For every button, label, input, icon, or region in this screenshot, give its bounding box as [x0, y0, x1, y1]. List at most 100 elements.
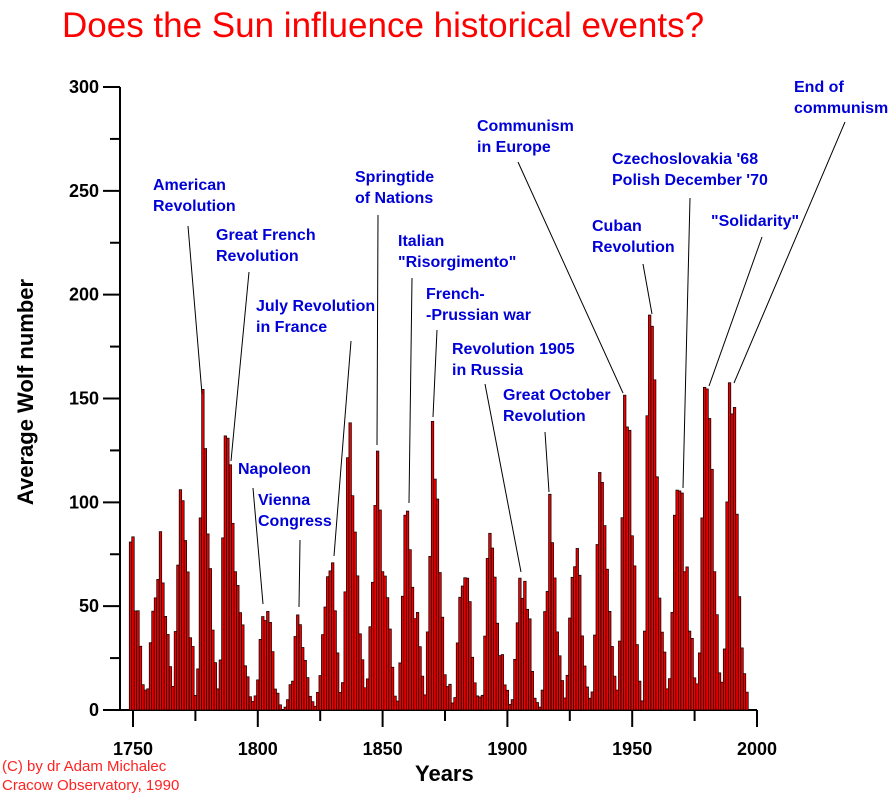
bar-1831	[333, 610, 337, 711]
bar-1985	[717, 672, 722, 711]
bar-1812	[286, 699, 290, 711]
bar-1753	[138, 645, 143, 711]
annotation-line: American	[153, 177, 226, 194]
bar-1757	[148, 642, 153, 711]
bar-1807	[273, 688, 277, 711]
bar-1817	[298, 624, 302, 711]
bar-1869	[428, 555, 432, 711]
bar-1942	[610, 646, 614, 711]
bar-1796	[246, 676, 250, 711]
bar-1996	[745, 691, 749, 711]
bar-1808	[276, 692, 280, 711]
bar-1785	[218, 659, 222, 711]
bar-1910	[530, 671, 534, 711]
bar-1819	[303, 660, 307, 711]
bar-1940	[605, 568, 609, 711]
bar-1949	[628, 429, 632, 711]
annotation-leader-july-revolution-in-france	[333, 340, 352, 557]
annotation-line: Springtide	[355, 169, 435, 186]
bar-1752	[136, 610, 140, 711]
bar-1933	[588, 697, 592, 711]
y-tick-label-200: 200	[69, 285, 99, 305]
bar-1816	[296, 614, 300, 711]
bar-1829	[328, 570, 332, 711]
bar-1945	[618, 640, 622, 711]
bar-1928	[575, 548, 579, 711]
bar-1934	[590, 691, 594, 711]
annotation-line: Polish December '70	[612, 172, 768, 189]
bar-1795	[243, 665, 247, 711]
annotation-communism-in-europe: Communism in Europe	[477, 116, 574, 158]
annotation-line: Cuban	[592, 218, 642, 235]
bar-1779	[203, 448, 207, 711]
bar-1832	[336, 652, 340, 711]
bar-1828	[326, 576, 330, 711]
bar-1784	[216, 688, 220, 711]
x-tick-label-1950: 1950	[612, 739, 652, 759]
bar-1965	[668, 678, 672, 711]
bar-1903	[513, 658, 517, 711]
bar-1964	[665, 688, 669, 711]
bar-1841	[358, 633, 362, 711]
bar-1988	[725, 501, 729, 711]
bar-1791	[233, 571, 237, 711]
bar-1800	[256, 679, 260, 711]
annotation-end-of-communism: End of communism	[794, 77, 888, 119]
bar-1889	[478, 696, 482, 711]
bar-1874	[440, 616, 445, 711]
x-tick-label-1900: 1900	[487, 739, 527, 759]
bar-1994	[740, 647, 744, 711]
page-title: Does the Sun influence historical events…	[62, 6, 705, 45]
bar-1906	[520, 597, 524, 711]
bar-1995	[742, 673, 747, 711]
bar-1768	[176, 564, 180, 711]
annotation-french-prussian-war: French- -Prussian war	[426, 284, 531, 326]
bar-1901	[508, 704, 512, 711]
bar-1792	[236, 585, 240, 711]
bar-1966	[670, 612, 674, 711]
bar-1909	[528, 618, 532, 711]
bar-1962	[660, 631, 664, 711]
bar-1898	[500, 654, 505, 711]
bar-1895	[493, 576, 497, 711]
bar-1797	[248, 696, 252, 711]
bar-1783	[213, 662, 217, 711]
bar-1773	[188, 637, 193, 711]
bar-1921	[558, 655, 562, 711]
bar-1939	[603, 525, 607, 711]
bar-1897	[498, 655, 502, 711]
bar-1758	[151, 610, 155, 711]
annotation-leader-vienna-congress	[298, 539, 301, 608]
annotation-american-revolution: American Revolution	[153, 175, 236, 217]
annotation-revolution-1905-in-russia: Revolution 1905 in Russia	[452, 339, 575, 381]
bar-1834	[341, 682, 345, 711]
bar-1838	[351, 495, 355, 711]
bar-1881	[458, 596, 462, 711]
bar-1916	[545, 591, 549, 711]
bar-1823	[313, 705, 317, 711]
x-tick-label-1850: 1850	[363, 739, 403, 759]
bar-1786	[221, 537, 225, 711]
bar-1952	[635, 644, 639, 711]
bar-1830	[331, 562, 335, 711]
bar-1946	[620, 517, 624, 711]
bar-1836	[346, 457, 350, 711]
bar-1880	[455, 642, 460, 711]
annotation-line: -Prussian war	[426, 307, 531, 324]
bar-1915	[543, 611, 547, 711]
annotation-line: Italian	[398, 233, 445, 250]
bar-1788	[226, 437, 230, 711]
bar-1972	[685, 566, 689, 711]
bar-1770	[181, 500, 185, 711]
bar-1908	[525, 608, 529, 711]
bar-1865	[418, 646, 422, 711]
annotation-springtide-of-nations: Springtide of Nations	[355, 167, 434, 209]
bar-1900	[505, 689, 509, 711]
bar-1769	[178, 489, 183, 711]
annotation-leader-napoleon	[252, 487, 264, 605]
bar-1892	[485, 558, 490, 711]
bar-1765	[168, 666, 173, 711]
bar-1860	[405, 510, 410, 711]
bar-1856	[395, 700, 400, 711]
